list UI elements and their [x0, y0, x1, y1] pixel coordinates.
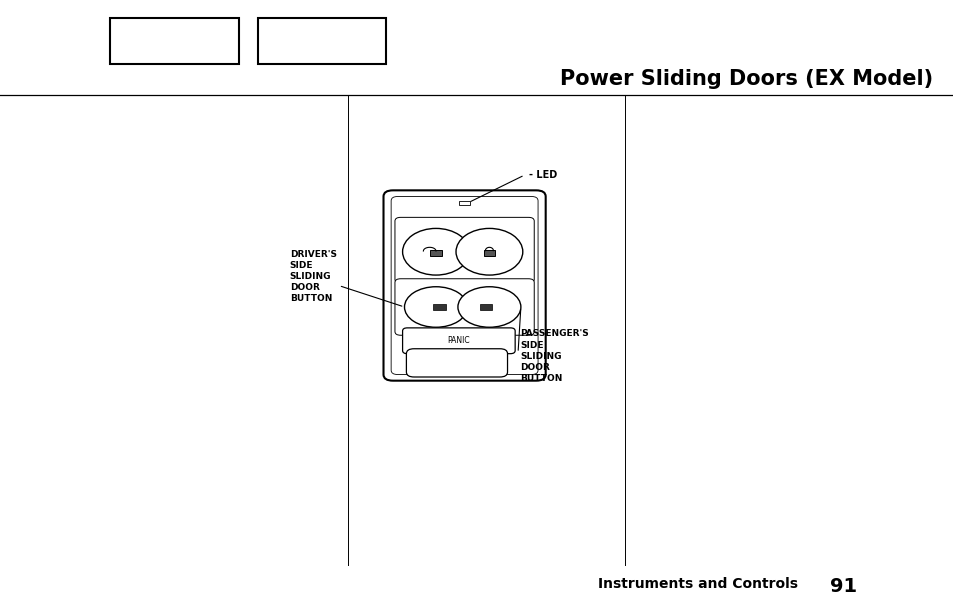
Text: Instruments and Controls: Instruments and Controls	[597, 577, 797, 591]
FancyBboxPatch shape	[402, 328, 515, 354]
Ellipse shape	[456, 228, 522, 275]
Text: - LED: - LED	[529, 170, 558, 180]
Bar	[110, 18, 238, 64]
FancyBboxPatch shape	[395, 217, 534, 283]
Polygon shape	[433, 304, 445, 310]
Bar	[458, 201, 470, 205]
Ellipse shape	[457, 287, 520, 327]
FancyBboxPatch shape	[406, 349, 507, 377]
Bar	[430, 251, 441, 256]
Text: DRIVER'S
SIDE
SLIDING
DOOR
BUTTON: DRIVER'S SIDE SLIDING DOOR BUTTON	[290, 250, 336, 303]
Text: 91: 91	[829, 577, 856, 596]
Text: PANIC: PANIC	[447, 336, 470, 345]
FancyBboxPatch shape	[395, 279, 534, 335]
FancyBboxPatch shape	[391, 196, 537, 375]
Bar	[483, 251, 495, 256]
Bar	[257, 18, 386, 64]
Polygon shape	[479, 304, 492, 310]
Ellipse shape	[404, 287, 467, 327]
Text: PASSENGER'S
SIDE
SLIDING
DOOR
BUTTON: PASSENGER'S SIDE SLIDING DOOR BUTTON	[519, 330, 588, 383]
Text: Power Sliding Doors (EX Model): Power Sliding Doors (EX Model)	[559, 69, 932, 89]
FancyBboxPatch shape	[383, 190, 545, 381]
Ellipse shape	[402, 228, 469, 275]
